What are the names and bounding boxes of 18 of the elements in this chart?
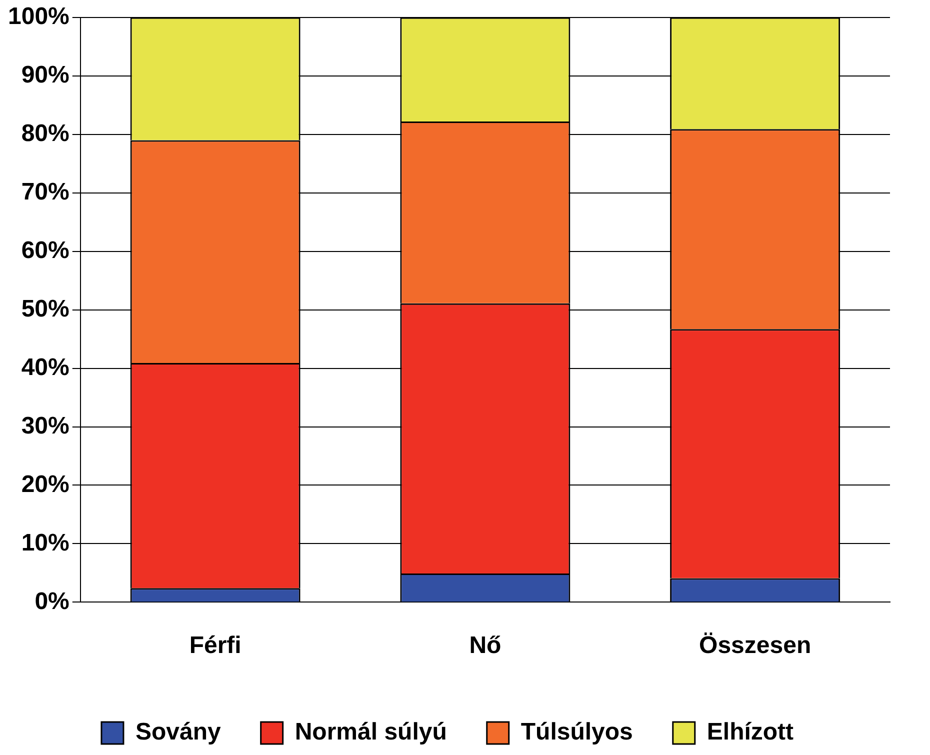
y-tick-label: 90%: [21, 62, 70, 89]
y-tick-label: 100%: [8, 3, 70, 30]
y-tick-label: 40%: [21, 354, 70, 381]
y-tick-label: 80%: [21, 120, 70, 147]
y-tick-label: 70%: [21, 178, 70, 206]
x-tick-label: Férfi: [189, 632, 242, 660]
y-tick-label: 10%: [21, 529, 70, 556]
y-tick-label: 60%: [21, 236, 70, 264]
x-tick-label: Nő: [469, 632, 502, 660]
y-tick-label: 30%: [21, 412, 70, 440]
y-tick-label: 20%: [21, 470, 70, 498]
legend-label: Normál súlyú: [294, 718, 447, 746]
y-tick-label: 0%: [34, 588, 70, 615]
legend-label: Túlsúlyos: [520, 718, 633, 746]
x-tick-label: Összesen: [699, 632, 812, 660]
legend-label: Sovány: [135, 718, 222, 746]
y-tick-label: 50%: [21, 295, 70, 322]
legend-label: Elhízott: [706, 718, 794, 746]
